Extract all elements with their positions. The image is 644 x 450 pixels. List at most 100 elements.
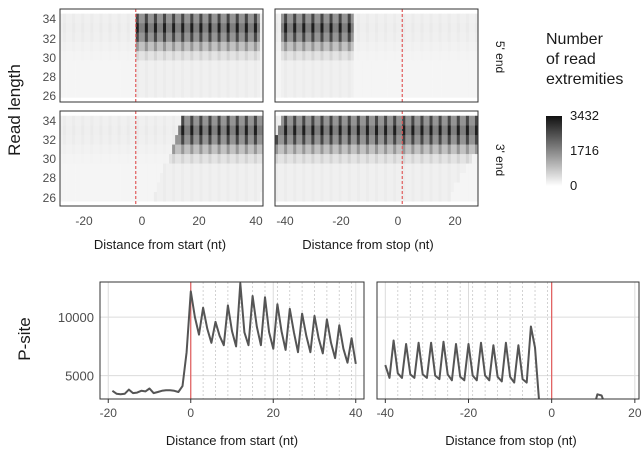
heatmap-cell xyxy=(359,60,364,70)
heatmap-cell xyxy=(117,22,121,33)
heatmap-cell xyxy=(199,60,203,70)
heatmap-cell xyxy=(350,125,355,136)
heatmap-cell xyxy=(423,78,427,89)
heatmap-cell xyxy=(256,13,261,24)
heatmap-cell xyxy=(293,88,297,98)
heatmap-cell xyxy=(468,163,473,174)
heatmap-cell xyxy=(338,172,342,183)
heatmap-cell xyxy=(326,163,330,174)
heatmap-cell xyxy=(314,69,318,80)
heatmap-cell xyxy=(381,182,385,193)
heatmap-cell xyxy=(159,88,164,98)
heatmap-cell xyxy=(256,163,261,174)
heatmap-cell xyxy=(275,144,279,155)
heatmap-cell xyxy=(441,88,445,98)
heatmap-cell xyxy=(350,88,355,98)
heatmap-cell xyxy=(344,60,349,70)
heatmap-cell xyxy=(196,88,200,98)
heatmap-cell xyxy=(320,191,324,202)
heatmap-cell xyxy=(414,172,418,183)
heatmap-cell xyxy=(317,13,321,24)
heatmap-cell xyxy=(426,13,430,24)
heatmap-cell xyxy=(275,32,279,42)
heatmap-cell xyxy=(290,60,294,70)
heatmap-cell xyxy=(235,69,240,80)
heatmap-cell xyxy=(453,50,458,61)
heatmap-cell xyxy=(474,134,479,145)
heatmap-cell xyxy=(296,22,300,33)
heatmap-cell xyxy=(356,115,361,126)
heatmap-cell xyxy=(444,125,449,136)
heatmap-cell xyxy=(405,163,409,174)
heatmap-cell xyxy=(141,115,146,126)
tick-label: 5000 xyxy=(65,369,94,384)
heatmap-cell xyxy=(426,144,430,155)
heatmap-cell xyxy=(308,78,312,89)
heatmap-cell xyxy=(275,88,279,98)
heatmap-cell xyxy=(135,153,140,164)
heatmap-cell xyxy=(235,13,240,24)
heatmap-cell xyxy=(323,69,327,80)
heatmap-cell xyxy=(93,22,97,33)
heatmap-cell xyxy=(99,172,103,183)
heatmap-cell xyxy=(99,50,103,61)
heatmap-cell xyxy=(208,41,212,52)
heatmap-cell xyxy=(256,182,261,193)
heatmap-cell xyxy=(465,144,470,155)
heatmap-cell xyxy=(223,115,227,126)
tick-label: -40 xyxy=(276,214,294,228)
heatmap-cell xyxy=(387,144,391,155)
heatmap-cell xyxy=(384,125,388,136)
heatmap-cell xyxy=(135,22,140,33)
heatmap-cell xyxy=(399,172,403,183)
heatmap-cell xyxy=(132,22,137,33)
heatmap-cell xyxy=(250,32,255,42)
heatmap-cell xyxy=(371,50,376,61)
heatmap-cell xyxy=(72,22,76,33)
heatmap-cell xyxy=(150,22,155,33)
heatmap-cell xyxy=(147,153,152,164)
heatmap-cell xyxy=(305,69,309,80)
heatmap-cell xyxy=(371,13,376,24)
heatmap-cell xyxy=(232,172,237,183)
heatmap-cell xyxy=(420,125,424,136)
psite-panel-stop: -40 -20 0 20 xyxy=(376,281,642,420)
heatmap-cell xyxy=(314,163,318,174)
panel-frame xyxy=(99,281,365,400)
heatmap-cell xyxy=(308,134,312,145)
heatmap-cell xyxy=(66,50,70,61)
heatmap-cell xyxy=(456,78,461,89)
heatmap-cell xyxy=(196,13,200,24)
heatmap-cell xyxy=(66,172,70,183)
heatmap-cell xyxy=(184,115,188,126)
heatmap-cell xyxy=(374,32,379,42)
heatmap-cell xyxy=(402,41,406,52)
heatmap-cell xyxy=(465,88,470,98)
heatmap-cell xyxy=(423,88,427,98)
heatmap-cell xyxy=(141,69,146,80)
heatmap-cell xyxy=(350,50,355,61)
heatmap-cell xyxy=(108,41,112,52)
heatmap-cell xyxy=(417,22,421,33)
heatmap-cell xyxy=(423,163,427,174)
heatmap-cell xyxy=(214,115,218,126)
heatmap-cell xyxy=(247,191,252,202)
heatmap-cell xyxy=(356,163,361,174)
heatmap-cell xyxy=(459,134,464,145)
heatmap-cell xyxy=(356,182,361,193)
heatmap-cell xyxy=(362,13,367,24)
heatmap-cell xyxy=(175,50,179,61)
heatmap-cell xyxy=(256,22,261,33)
heatmap-cell xyxy=(474,78,479,89)
heatmap-cell xyxy=(96,172,100,183)
heatmap-cell xyxy=(108,134,112,145)
heatmap-cell xyxy=(78,22,82,33)
heatmap-cell xyxy=(187,41,191,52)
heatmap-cell xyxy=(323,191,327,202)
heatmap-cell xyxy=(450,191,455,202)
heatmap-cell xyxy=(341,182,345,193)
heatmap-cell xyxy=(105,172,109,183)
heatmap-cell xyxy=(99,182,103,193)
heatmap-cell xyxy=(114,88,118,98)
